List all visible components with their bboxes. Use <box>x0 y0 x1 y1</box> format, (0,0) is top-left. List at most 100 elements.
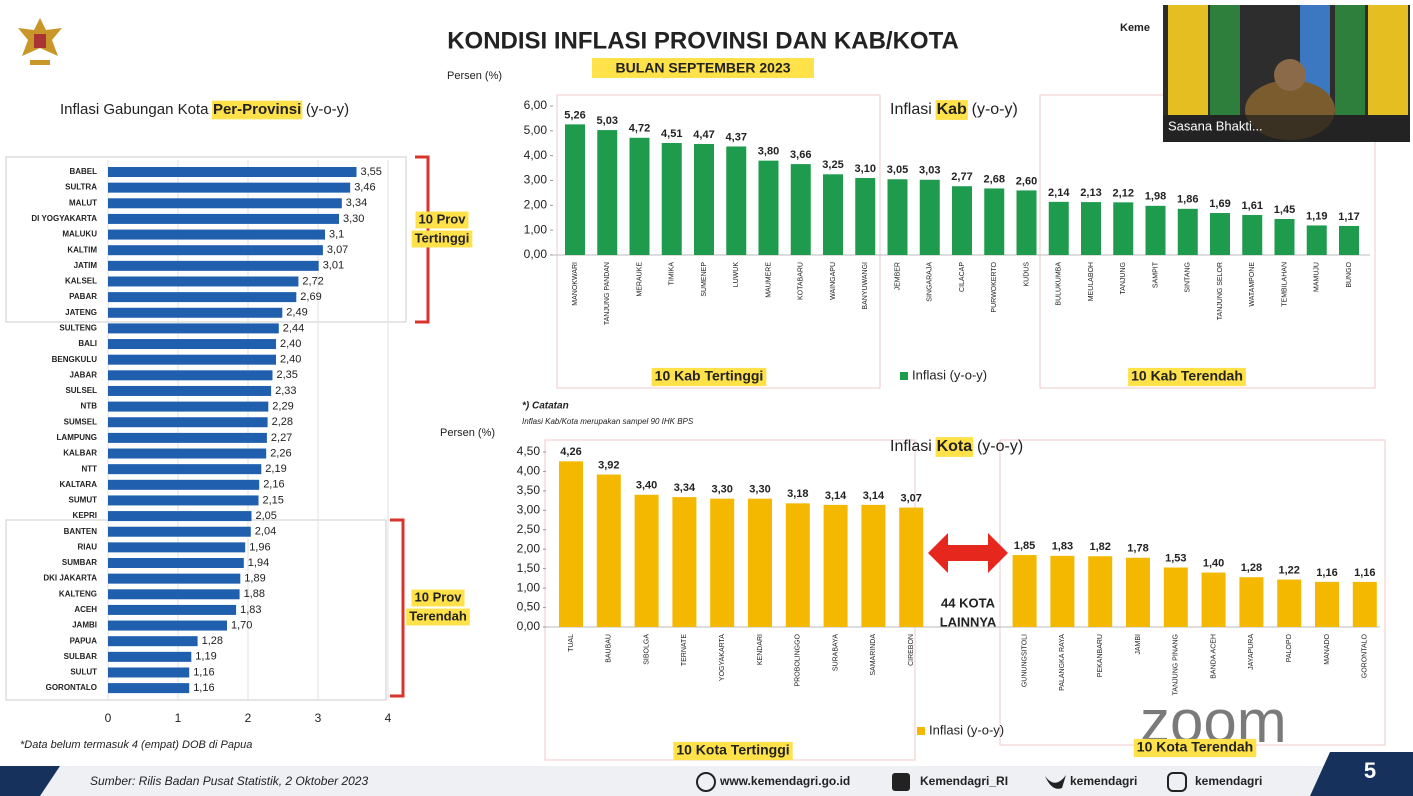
category-label: JATIM <box>74 261 98 270</box>
value-label: 1,94 <box>248 557 269 569</box>
chart-title: Kab <box>937 101 967 118</box>
value-label: 1,40 <box>1203 557 1224 569</box>
bar <box>1126 558 1150 627</box>
value-label: 3,34 <box>346 197 367 209</box>
category-label: WAINGAPU <box>830 262 837 300</box>
category-label: SINGARAJA <box>927 262 934 302</box>
value-label: 2,40 <box>280 354 301 366</box>
category-label: BULUKUMBA <box>1056 262 1063 306</box>
category-label: GORONTALO <box>46 683 97 692</box>
y-tick-label: 4,50 <box>517 444 541 458</box>
bar <box>786 503 810 627</box>
category-label: SULTRA <box>65 183 97 192</box>
bar <box>1113 202 1133 255</box>
bar <box>1339 226 1359 255</box>
value-label: 3,1 <box>329 228 344 240</box>
value-label: 3,46 <box>354 182 375 194</box>
chart-title: (y-o-y) <box>977 438 1023 455</box>
category-label: DKI JAKARTA <box>43 574 97 583</box>
y-axis-label: Persen (%) <box>447 70 502 82</box>
value-label: 3,34 <box>674 482 696 494</box>
video-name: Sasana Bhakti... <box>1168 118 1263 133</box>
bar <box>108 323 279 333</box>
category-label: PURWOKERTO <box>991 261 998 312</box>
value-label: 1,78 <box>1127 543 1148 555</box>
category-label: JAYAPURA <box>1248 634 1255 670</box>
category-label: SINTANG <box>1185 262 1192 293</box>
bar <box>1013 555 1037 627</box>
annotation: 10 Prov <box>419 211 467 226</box>
category-label: BUNGO <box>1346 261 1353 287</box>
bar <box>108 230 325 240</box>
bar <box>108 574 240 584</box>
bar <box>108 542 245 552</box>
value-label: 1,28 <box>202 635 223 647</box>
value-label: 4,37 <box>726 131 747 143</box>
value-label: 3,80 <box>758 146 779 158</box>
category-label: LAMPUNG <box>57 433 97 442</box>
category-label: CIREBON <box>908 634 915 666</box>
annotation: Terendah <box>409 608 467 623</box>
y-axis-label: Persen (%) <box>440 427 495 439</box>
value-label: 1,86 <box>1177 194 1198 206</box>
value-label: 1,96 <box>249 541 270 553</box>
bar <box>108 276 298 286</box>
bar <box>823 174 843 255</box>
category-label: MANADO <box>1324 633 1331 664</box>
bar <box>108 355 276 365</box>
bar <box>726 146 746 255</box>
category-label: PROBOLINGGO <box>795 633 802 686</box>
category-label: PAPUA <box>70 636 98 645</box>
value-label: 3,30 <box>711 484 732 496</box>
bar <box>1088 556 1112 627</box>
category-label: BANYUWANGI <box>862 262 869 310</box>
category-label: JEMBER <box>894 262 901 290</box>
category-label: NTT <box>81 464 97 473</box>
value-label: 2,04 <box>255 526 276 538</box>
annotation: 10 Kab Terendah <box>1131 368 1243 384</box>
x-tick-label: 4 <box>385 711 392 725</box>
slide-title: KONDISI INFLASI PROVINSI DAN KAB/KOTA <box>447 27 959 54</box>
value-label: 1,61 <box>1242 200 1263 212</box>
y-tick-label: 1,00 <box>524 222 548 236</box>
value-label: 1,98 <box>1145 191 1166 203</box>
y-tick-label: 2,00 <box>517 541 541 555</box>
bar <box>108 183 350 193</box>
category-label: SUMBAR <box>62 558 97 567</box>
chart-title: (y-o-y) <box>972 101 1018 118</box>
category-label: RIAU <box>77 542 97 551</box>
value-label: 2,15 <box>263 494 284 506</box>
category-label: KALBAR <box>63 449 97 458</box>
note: *Data belum termasuk 4 (empat) DOB di Pa… <box>20 739 252 751</box>
bar <box>597 130 617 255</box>
bar <box>108 417 268 427</box>
value-label: 1,85 <box>1014 540 1035 552</box>
value-label: 2,49 <box>286 307 307 319</box>
y-tick-label: 4,00 <box>524 148 548 162</box>
bar <box>597 475 621 627</box>
value-label: 1,82 <box>1089 541 1110 553</box>
video-tile: Sasana Bhakti... <box>1163 5 1410 142</box>
category-label: BALI <box>78 339 97 348</box>
value-label: 4,47 <box>693 129 714 141</box>
bar <box>1164 568 1188 628</box>
bar <box>710 499 734 627</box>
bar <box>108 480 259 490</box>
bar <box>108 683 189 693</box>
bar <box>1307 225 1327 255</box>
category-label: SUMENEP <box>701 262 708 297</box>
value-label: 1,28 <box>1241 562 1262 574</box>
y-tick-label: 5,00 <box>524 123 548 137</box>
bar <box>108 261 319 271</box>
annotation: Tertinggi <box>415 230 470 245</box>
source: Sumber: Rilis Badan Pusat Statistik, 2 O… <box>90 774 368 788</box>
value-label: 2,77 <box>951 171 972 183</box>
value-label: 1,16 <box>1354 567 1375 579</box>
bar <box>1049 202 1069 255</box>
instagram: kemendagri <box>1195 774 1262 788</box>
value-label: 2,68 <box>984 173 1005 185</box>
y-tick-label: 1,00 <box>517 580 541 594</box>
bar <box>108 308 282 318</box>
category-label: CILACAP <box>959 262 966 292</box>
video-org: Keme <box>1120 22 1150 34</box>
